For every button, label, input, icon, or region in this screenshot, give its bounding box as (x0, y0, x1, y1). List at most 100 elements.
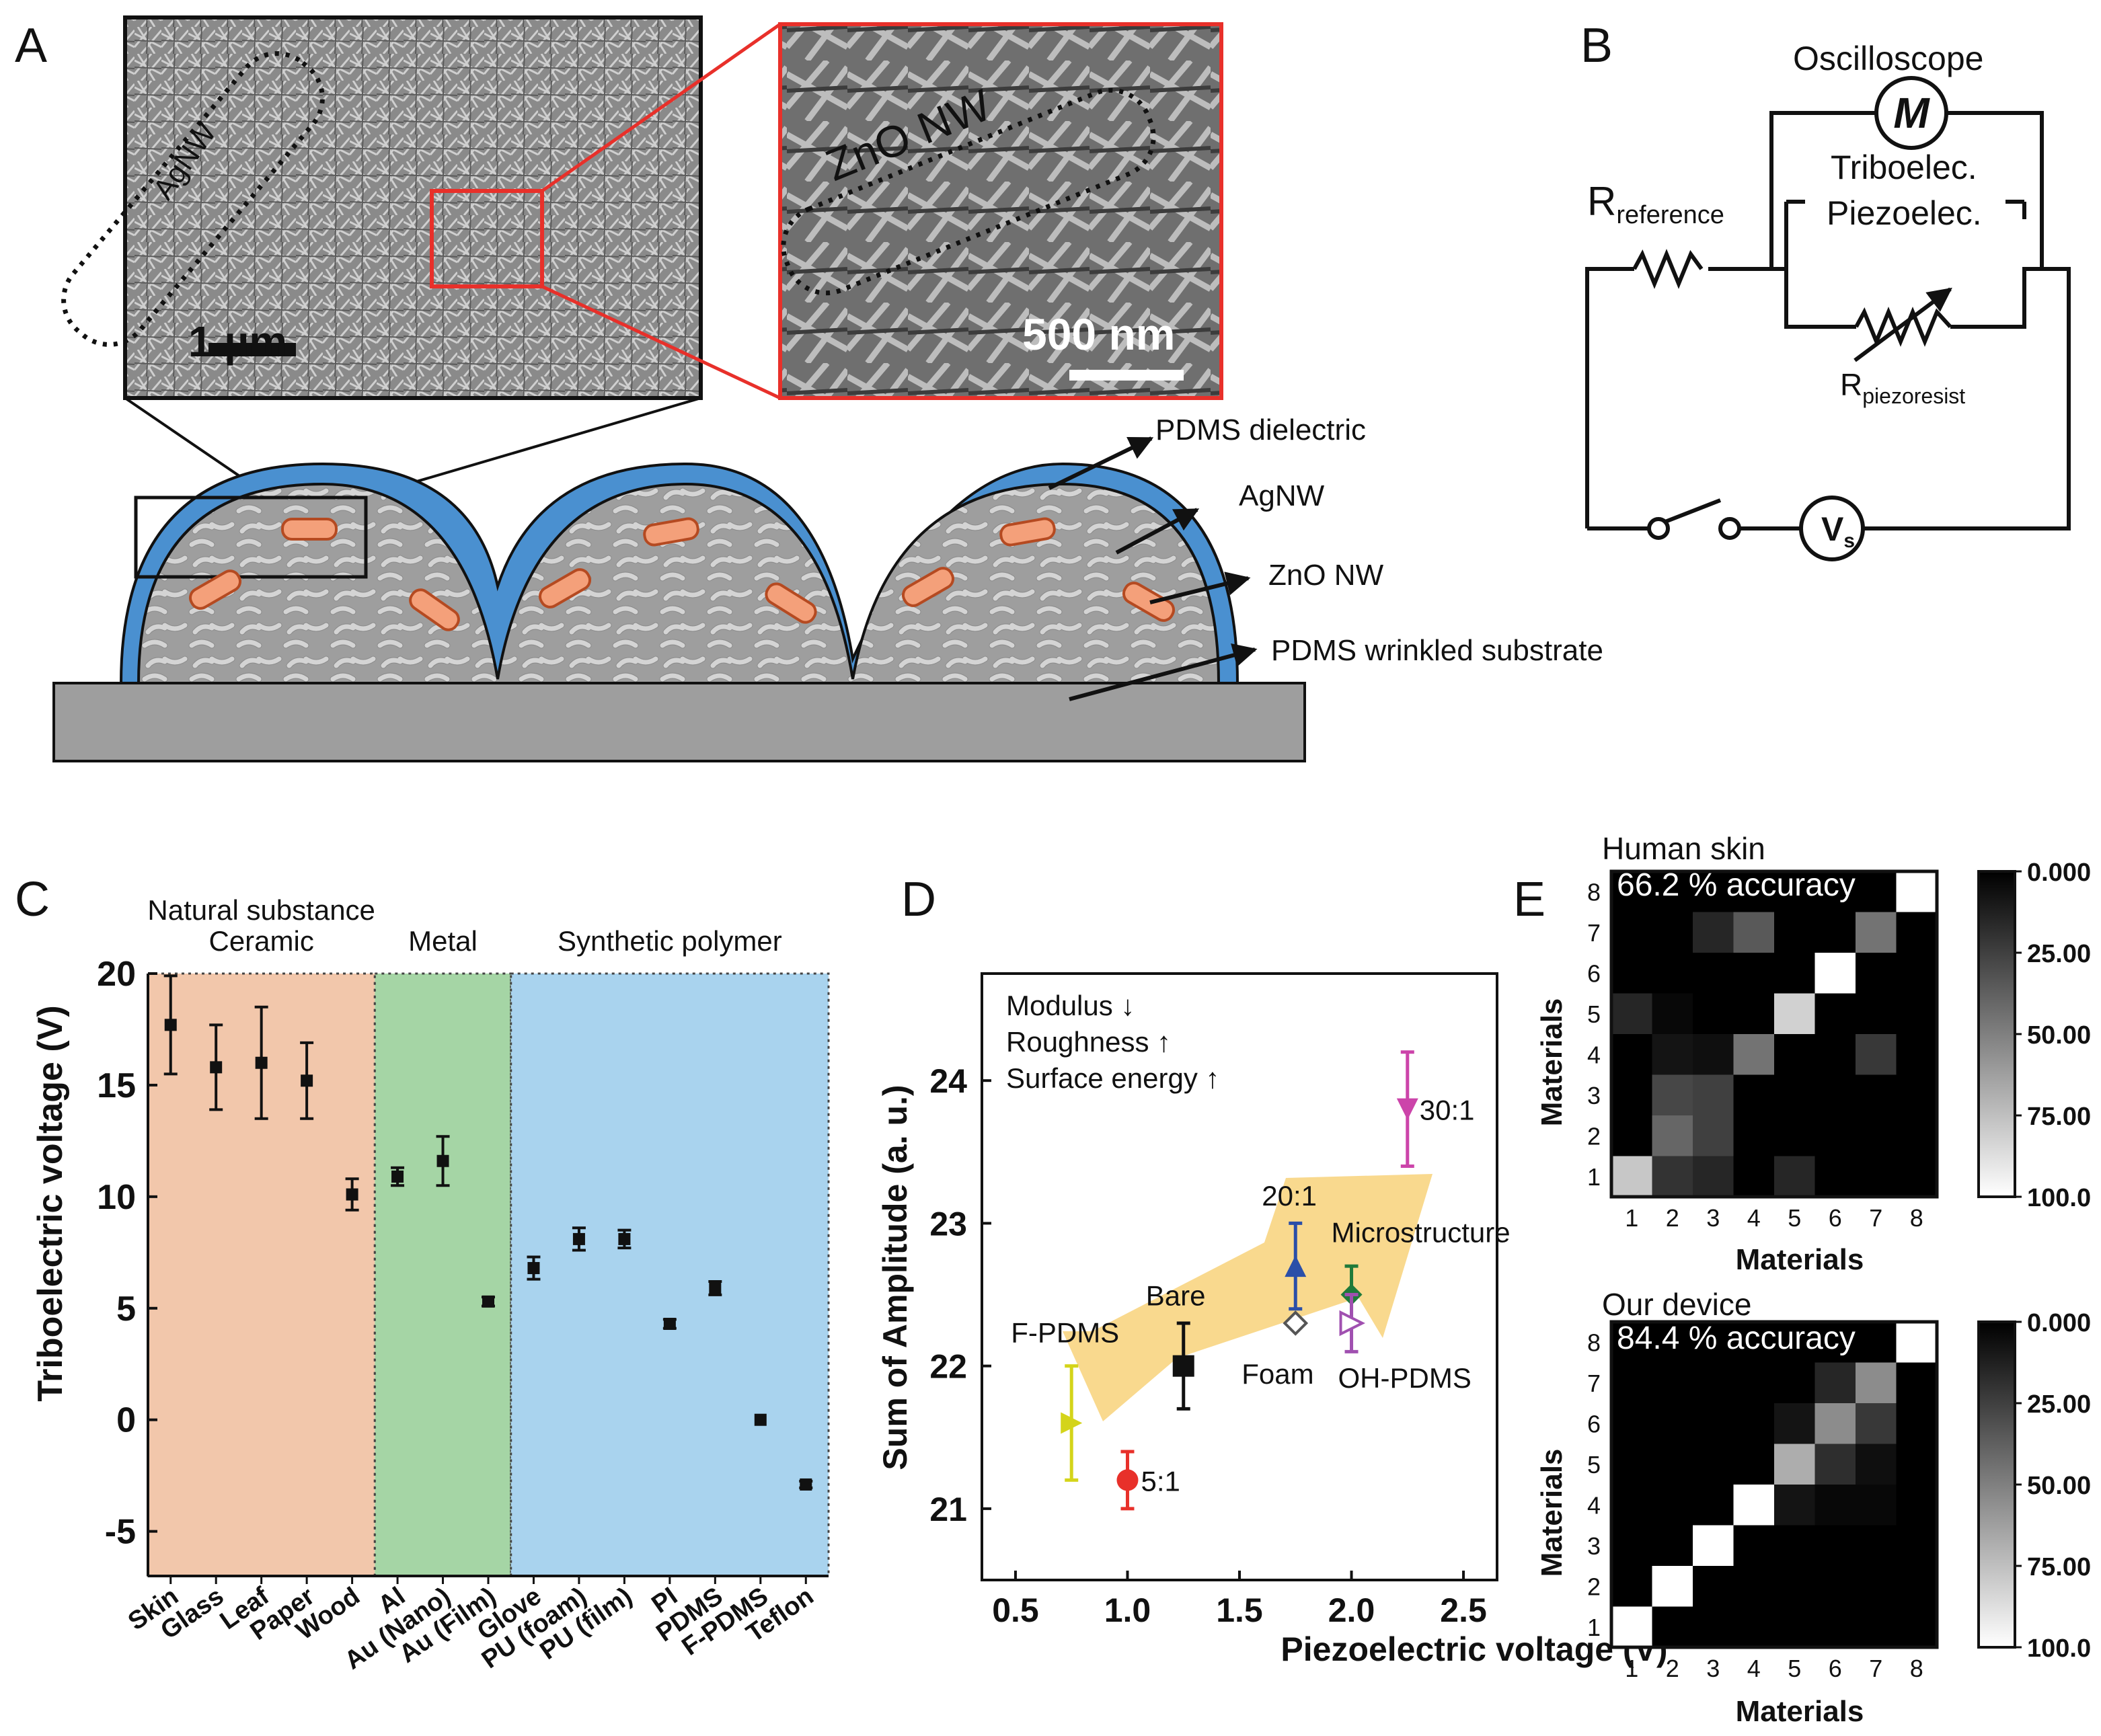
panel-letter-b: B (1580, 19, 1613, 73)
chart-c-point (164, 1019, 177, 1031)
heatmap-cell (1652, 1444, 1693, 1485)
chart-d-xtick-label: 1.5 (1216, 1591, 1263, 1629)
heatmap-cell (1733, 912, 1775, 953)
heatmap-cell (1733, 993, 1775, 1035)
heatmap-cell (1896, 1362, 1938, 1404)
heatmap-cell (1856, 912, 1897, 953)
heatmap-cell (1814, 912, 1856, 953)
colorbar-tick-label: 75.00 (2027, 1103, 2091, 1131)
heatmap-cell (1652, 1606, 1693, 1648)
heatmap-bottom-title: Our device (1602, 1287, 1751, 1322)
chart-c-ytick-label: -5 (105, 1513, 136, 1552)
heatmap-cell (1814, 993, 1856, 1035)
group-label-0-line1: Natural substance (147, 894, 375, 926)
heatmap-cell (1856, 993, 1897, 1035)
chart-d-point (1396, 1098, 1418, 1120)
heatmap-cell (1774, 1115, 1815, 1156)
chart-d-point (1283, 1310, 1309, 1336)
heatmap-cell (1652, 1074, 1693, 1116)
heatmap-cell (1896, 953, 1938, 994)
heatmap-cell (1856, 1156, 1897, 1197)
heatmap-cell (1814, 1115, 1856, 1156)
resistor-reference-icon (1632, 249, 1704, 289)
switch-terminal-right (1718, 517, 1741, 540)
heatmap-cell (1611, 1444, 1652, 1485)
heatmap-cell (1611, 1606, 1652, 1648)
heatmap-xtick-label: 8 (1910, 1204, 1923, 1232)
chart-c-point (663, 1318, 676, 1331)
heatmap-xtick-label: 2 (1666, 1655, 1679, 1682)
heatmap-cell (1733, 1485, 1775, 1526)
heatmap-top-accuracy: 66.2 % accuracy (1617, 867, 1856, 903)
heatmap-cell (1896, 1566, 1938, 1607)
heatmap-ytick-label: 6 (1587, 1410, 1601, 1437)
chart-c-point (255, 1056, 268, 1069)
label-r-reference: Rreference (1587, 179, 1724, 229)
heatmap-cell (1733, 1606, 1775, 1648)
switch-lever (1664, 498, 1722, 524)
heatmap-xtick-label: 6 (1829, 1204, 1842, 1232)
heatmap-xtick-label: 8 (1910, 1655, 1923, 1682)
heatmap-xtick-label: 4 (1747, 1204, 1761, 1232)
heatmap-cell (1896, 1156, 1938, 1197)
heatmap-cell (1652, 1485, 1693, 1526)
zoom-line-bottom (541, 284, 781, 400)
heatmap-bottom-xlabel: Materials (1736, 1695, 1864, 1728)
heatmap-cell (1611, 1322, 1652, 1363)
heatmap-cell (1611, 912, 1652, 953)
heatmap-xtick-label: 2 (1666, 1204, 1679, 1232)
heatmap-cell (1774, 953, 1815, 994)
colorbar-tick-label: 75.00 (2027, 1553, 2091, 1581)
heatmap-cell (1856, 871, 1897, 912)
heatmap-cell (1856, 1074, 1897, 1116)
heatmap-cell (1856, 1606, 1897, 1648)
heatmap-cell (1856, 1034, 1897, 1075)
circuit-wires (1585, 111, 2071, 530)
heatmap-cell (1611, 953, 1652, 994)
heatmap-cell (1611, 1115, 1652, 1156)
heatmap-ytick-label: 2 (1587, 1122, 1601, 1150)
switch-terminal-left (1647, 517, 1670, 540)
heatmap-cell (1814, 871, 1856, 912)
chart-c-point (527, 1262, 540, 1275)
heatmap-xtick-label: 1 (1625, 1655, 1638, 1682)
heatmap-cell (1693, 1485, 1734, 1526)
heatmap-xtick-label: 6 (1829, 1655, 1842, 1682)
chart-d-point (1339, 1310, 1365, 1337)
heatmap-cell (1733, 1074, 1775, 1116)
heatmap-xtick-label: 4 (1747, 1655, 1761, 1682)
heatmap-cell (1652, 993, 1693, 1035)
heatmap-cell (1774, 1156, 1815, 1197)
heatmap-cell (1652, 1403, 1693, 1444)
heatmap-frame (1609, 1320, 1939, 1649)
callout-pdms-dielectric: PDMS dielectric (1155, 413, 1366, 446)
heatmap-ytick-label: 7 (1587, 1370, 1601, 1397)
variable-resistor-arrow (1854, 287, 1952, 362)
heatmap-cell (1774, 1566, 1815, 1607)
heatmap-ytick-label: 8 (1587, 878, 1601, 906)
heatmap-cell (1814, 1322, 1856, 1363)
voltage-source-icon (1799, 496, 1865, 561)
heatmap-cell (1856, 1403, 1897, 1444)
heatmap-ytick-label: 4 (1587, 1041, 1601, 1068)
heatmap-cell (1693, 1115, 1734, 1156)
heatmap-cell (1693, 871, 1734, 912)
heatmap-cell (1774, 1034, 1815, 1075)
heatmap-cell (1774, 1525, 1815, 1567)
chart-d-ytick-label: 21 (929, 1491, 967, 1528)
label-oscilloscope: Oscilloscope (1793, 40, 1983, 77)
heatmap-cell (1733, 871, 1775, 912)
heatmap-cell (1856, 1322, 1897, 1363)
heatmap-ytick-label: 4 (1587, 1491, 1601, 1519)
heatmap-cell (1856, 1362, 1897, 1404)
heatmap-cell (1896, 1606, 1938, 1648)
label-piezoelec: Piezoelec. (1827, 194, 1982, 232)
heatmap-cell (1856, 1525, 1897, 1567)
chart-d-ylabel: Sum of Amplitude (a. u.) (876, 1084, 914, 1470)
heatmap-cell (1611, 1403, 1652, 1444)
heatmap-cell (1896, 871, 1938, 912)
heatmap-xtick-label: 7 (1869, 1655, 1882, 1682)
heatmap-cell (1693, 1322, 1734, 1363)
heatmap-ytick-label: 7 (1587, 919, 1601, 947)
heatmap-ytick-label: 3 (1587, 1082, 1601, 1109)
